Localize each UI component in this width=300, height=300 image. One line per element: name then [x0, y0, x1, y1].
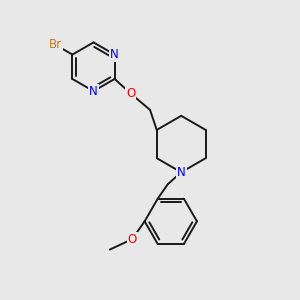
Text: N: N [89, 85, 98, 98]
Text: N: N [177, 166, 186, 179]
Text: N: N [110, 48, 119, 61]
Text: O: O [126, 87, 135, 100]
Text: O: O [128, 233, 137, 246]
Text: Br: Br [49, 38, 62, 51]
